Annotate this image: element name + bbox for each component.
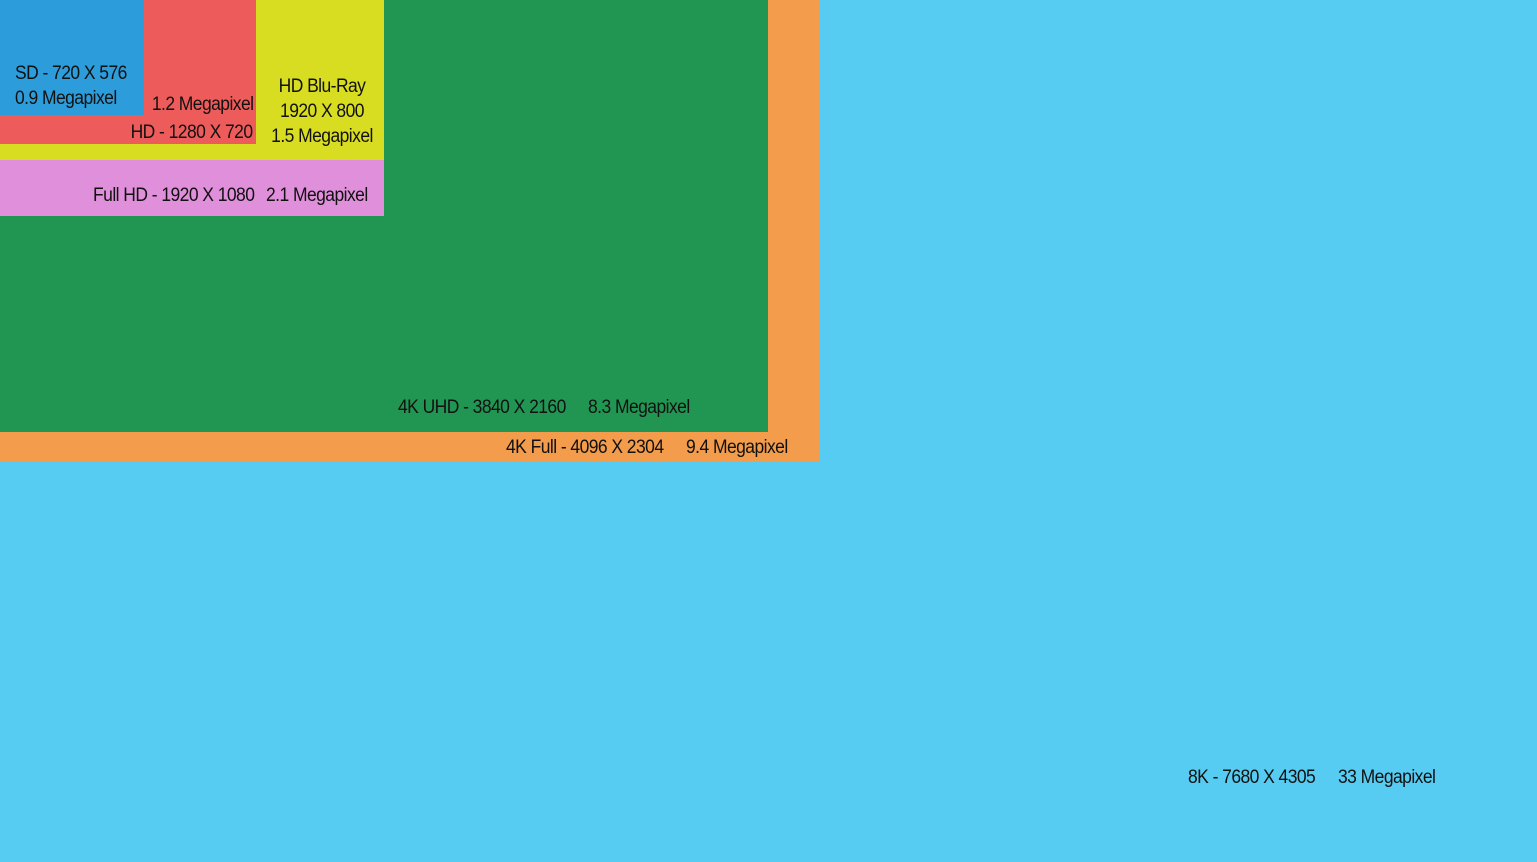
8k-megapixel: 33 Megapixel [1338, 767, 1436, 788]
hd-bluray-megapixel: 1.5 Megapixel [271, 126, 373, 147]
sd-megapixel: 0.9 Megapixel [15, 88, 117, 109]
4k-full-megapixel: 9.4 Megapixel [686, 437, 788, 458]
sd-label: SD - 720 X 576 0.9 Megapixel [15, 61, 127, 111]
hd-bluray-name: HD Blu-Ray [278, 76, 366, 97]
4k-full-name: 4K Full - 4096 X 2304 [506, 437, 664, 458]
hd-megapixel: 1.2 Megapixel [151, 94, 253, 115]
sd-name: SD - 720 X 576 [15, 63, 127, 84]
full-hd-name: Full HD - 1920 X 1080 [92, 185, 255, 206]
hd-bluray-resolution: 1920 X 800 [280, 101, 364, 122]
block-sd [0, 0, 144, 115]
4k-uhd-name: 4K UHD - 3840 X 2160 [398, 397, 566, 418]
hd-name: HD - 1280 X 720 [131, 122, 253, 143]
4k-uhd-megapixel: 8.3 Megapixel [588, 397, 690, 418]
hd-bluray-label: HD Blu-Ray 1920 X 800 1.5 Megapixel [261, 74, 382, 149]
8k-name: 8K - 7680 X 4305 [1188, 767, 1316, 788]
full-hd-megapixel: 2.1 Megapixel [266, 185, 368, 206]
